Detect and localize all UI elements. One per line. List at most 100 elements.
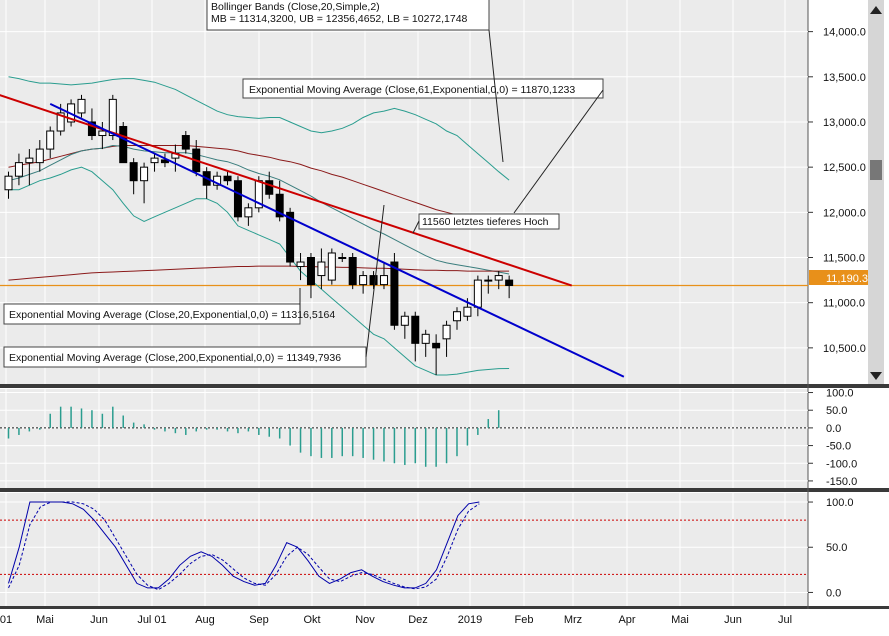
candle-body [14,162,23,177]
price-tick-label: 11,000.0 [823,298,865,310]
x-tick-label: 2019 [458,614,482,626]
candle-body [77,98,86,114]
bollinger-lower [8,166,510,376]
candle-body [338,257,347,260]
candle-body [400,315,409,326]
panel-separator[interactable] [0,488,889,492]
scrollbar-thumb[interactable] [870,160,882,180]
annotation-ema20[interactable]: Exponential Moving Average (Close,20,Exp… [3,303,335,325]
stochastic-tick-label: 100.0 [826,497,854,509]
bollinger-bands [8,76,510,376]
annotation-low[interactable]: 11560 letztes tieferes Hoch [418,213,560,230]
candle-body [35,148,44,164]
stochastic-panel [0,493,808,606]
axis-labels: 01 Mai Jun Jul 01 Aug Sep Okt Nov Dez 2019 Feb Mrz A… [0,27,866,626]
price-tick-label: 13,500.0 [823,72,866,84]
scrollbar-track[interactable] [868,0,884,384]
ema61-label: Exponential Moving Average (Close,61,Exp… [249,84,575,96]
candle-body [390,261,399,326]
price-tick-label: 12,500.0 [823,162,866,174]
x-tick-label: Okt [303,614,320,626]
candle-body [359,275,368,286]
candle-body [265,180,274,195]
candle-body [473,279,482,308]
x-tick-label: Nov [355,614,375,626]
candle-body [129,162,138,182]
candle-body [87,121,96,137]
x-tick-label: Mai [671,614,689,626]
candle-body [150,157,159,164]
price-panel [0,0,808,384]
candle-body [119,125,128,164]
momentum-tick-label: 100.0 [826,388,854,400]
stochastic-d-line [8,501,480,591]
candle-body [140,166,149,182]
annotation-bollinger[interactable]: Bollinger Bands (Close,20,Simple,2) MB =… [206,0,490,31]
candle-body [223,175,232,182]
price-tick-label: 10,500.0 [823,343,866,355]
candle-body [108,98,117,137]
momentum-panel [0,389,808,488]
scroll-up-icon[interactable] [870,6,882,14]
x-tick-label: Mrz [564,614,582,626]
momentum-bars [0,406,808,467]
ema200-line [8,265,510,281]
x-tick-label: Mai [36,614,54,626]
candle-body [327,252,336,281]
low-label: 11560 letztes tieferes Hoch [422,216,549,228]
stochastic-tick-label: 50.0 [826,542,847,554]
candle-body [463,306,472,317]
candle-body [181,135,190,150]
trendlines[interactable] [0,88,625,378]
candle-body [4,175,13,191]
x-tick-label: Jun [724,614,742,626]
candle-body [286,211,295,263]
ema20-label: Exponential Moving Average (Close,20,Exp… [9,309,335,321]
candle-body [25,157,34,164]
momentum-tick-label: -150.0 [826,476,857,488]
candle-body [484,279,493,282]
bollinger-upper [8,76,510,181]
stochastic-k-line [8,501,480,589]
x-tick-label: Aug [195,614,215,626]
panel-separator[interactable] [0,384,889,388]
price-tick-label: 11,500.0 [823,253,865,265]
momentum-tick-label: 0.0 [826,423,841,435]
price-tick-label: 13,000.0 [823,117,866,129]
annotation-ema61[interactable]: Exponential Moving Average (Close,61,Exp… [242,78,604,99]
ema20-line [8,144,510,275]
bollinger-label: Bollinger Bands (Close,20,Simple,2) [211,1,380,13]
candle-body [452,311,461,322]
momentum-tick-label: 50.0 [826,405,847,417]
x-tick-label: Jun [90,614,108,626]
candle-body [233,180,242,218]
x-tick-label: Apr [618,614,635,626]
x-tick-label: Dez [408,614,428,626]
candle-body [275,193,284,218]
price-tick-label: 12,000.0 [823,207,866,219]
candle-body [379,275,388,286]
bollinger-values: MB = 11314,3200, UB = 12356,4652, LB = 1… [211,13,468,25]
ema200-label: Exponential Moving Average (Close,200,Ex… [9,352,341,364]
panel-separator [0,606,889,609]
candle-body [46,130,55,150]
candle-body [98,130,107,137]
candle-body [442,324,451,340]
candle-body [56,112,65,132]
moving-averages [8,144,510,281]
candle-body [505,279,514,287]
candle-body [421,333,430,344]
annotation-ema200[interactable]: Exponential Moving Average (Close,200,Ex… [3,346,367,368]
stochastic-tick-label: 0.0 [826,587,841,599]
momentum-tick-label: -100.0 [826,458,857,470]
price-tick-label: 14,000.0 [823,27,866,39]
scroll-down-icon[interactable] [870,372,882,380]
last-price-label: 11,190.3 [826,273,868,285]
momentum-tick-label: -50.0 [826,441,851,453]
grid [0,0,808,606]
blue-trendline [49,103,625,378]
candle-body [494,275,503,281]
x-tick-label: 01 [0,614,12,626]
candle-body [369,275,378,286]
candle-body [296,261,305,268]
